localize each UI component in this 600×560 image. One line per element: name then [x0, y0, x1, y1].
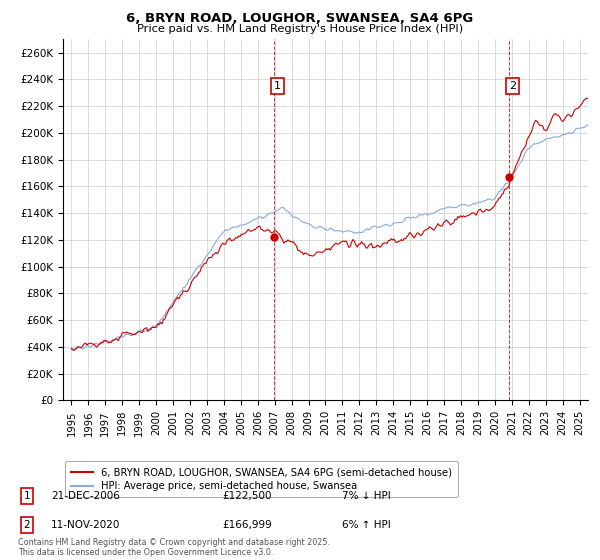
Legend: 6, BRYN ROAD, LOUGHOR, SWANSEA, SA4 6PG (semi-detached house), HPI: Average pric: 6, BRYN ROAD, LOUGHOR, SWANSEA, SA4 6PG … — [65, 461, 458, 497]
Text: 11-NOV-2020: 11-NOV-2020 — [51, 520, 121, 530]
Text: 6% ↑ HPI: 6% ↑ HPI — [342, 520, 391, 530]
Text: 7% ↓ HPI: 7% ↓ HPI — [342, 491, 391, 501]
Text: £166,999: £166,999 — [222, 520, 272, 530]
Text: 2: 2 — [23, 520, 31, 530]
Text: 1: 1 — [274, 81, 281, 91]
Text: 1: 1 — [23, 491, 31, 501]
Text: 2: 2 — [509, 81, 517, 91]
Text: £122,500: £122,500 — [222, 491, 271, 501]
Text: 6, BRYN ROAD, LOUGHOR, SWANSEA, SA4 6PG: 6, BRYN ROAD, LOUGHOR, SWANSEA, SA4 6PG — [127, 12, 473, 25]
Text: Price paid vs. HM Land Registry's House Price Index (HPI): Price paid vs. HM Land Registry's House … — [137, 24, 463, 34]
Text: 21-DEC-2006: 21-DEC-2006 — [51, 491, 120, 501]
Text: Contains HM Land Registry data © Crown copyright and database right 2025.
This d: Contains HM Land Registry data © Crown c… — [18, 538, 330, 557]
